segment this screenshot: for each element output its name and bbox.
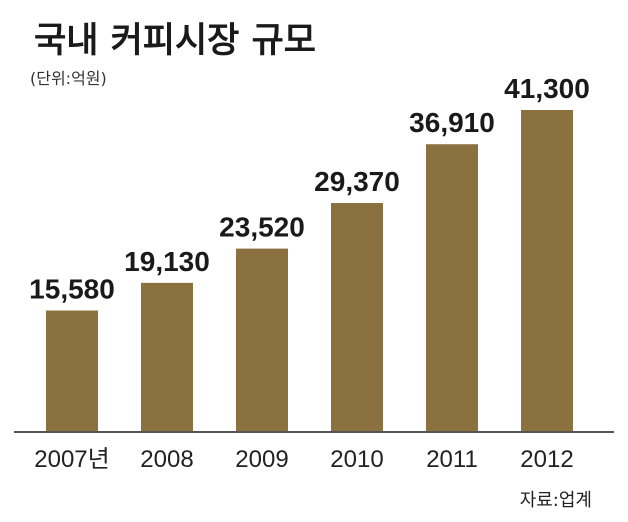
x-tick-label-0: 2007년 bbox=[34, 446, 109, 473]
value-label-4: 36,910 bbox=[409, 107, 495, 138]
x-tick-labels-group: 2007년 2008 2009 2010 2011 2012 bbox=[34, 446, 573, 473]
x-tick-label-5: 2012 bbox=[520, 446, 573, 473]
source-note: 자료:업계 bbox=[520, 490, 592, 511]
value-labels-group: 15,580 19,130 23,520 29,370 36,910 41,300 bbox=[29, 73, 590, 305]
x-tick-label-2: 2009 bbox=[235, 446, 288, 473]
bar-3 bbox=[331, 203, 383, 432]
chart-subtitle-units: (단위:억원) bbox=[30, 69, 107, 88]
x-tick-label-3: 2010 bbox=[330, 446, 383, 473]
value-label-3: 29,370 bbox=[314, 166, 400, 197]
value-label-0: 15,580 bbox=[29, 274, 115, 305]
x-tick-label-1: 2008 bbox=[140, 446, 193, 473]
bar-5 bbox=[521, 110, 573, 432]
value-label-5: 41,300 bbox=[504, 73, 590, 104]
value-label-1: 19,130 bbox=[124, 246, 210, 277]
bar-1 bbox=[141, 282, 193, 432]
value-label-2: 23,520 bbox=[219, 212, 305, 243]
bars-group bbox=[46, 110, 573, 432]
bar-2 bbox=[236, 248, 288, 432]
x-tick-label-4: 2011 bbox=[426, 446, 478, 473]
chart-title: 국내 커피시장 규모 bbox=[34, 21, 316, 61]
bar-0 bbox=[46, 310, 98, 432]
bar-4 bbox=[426, 144, 478, 432]
